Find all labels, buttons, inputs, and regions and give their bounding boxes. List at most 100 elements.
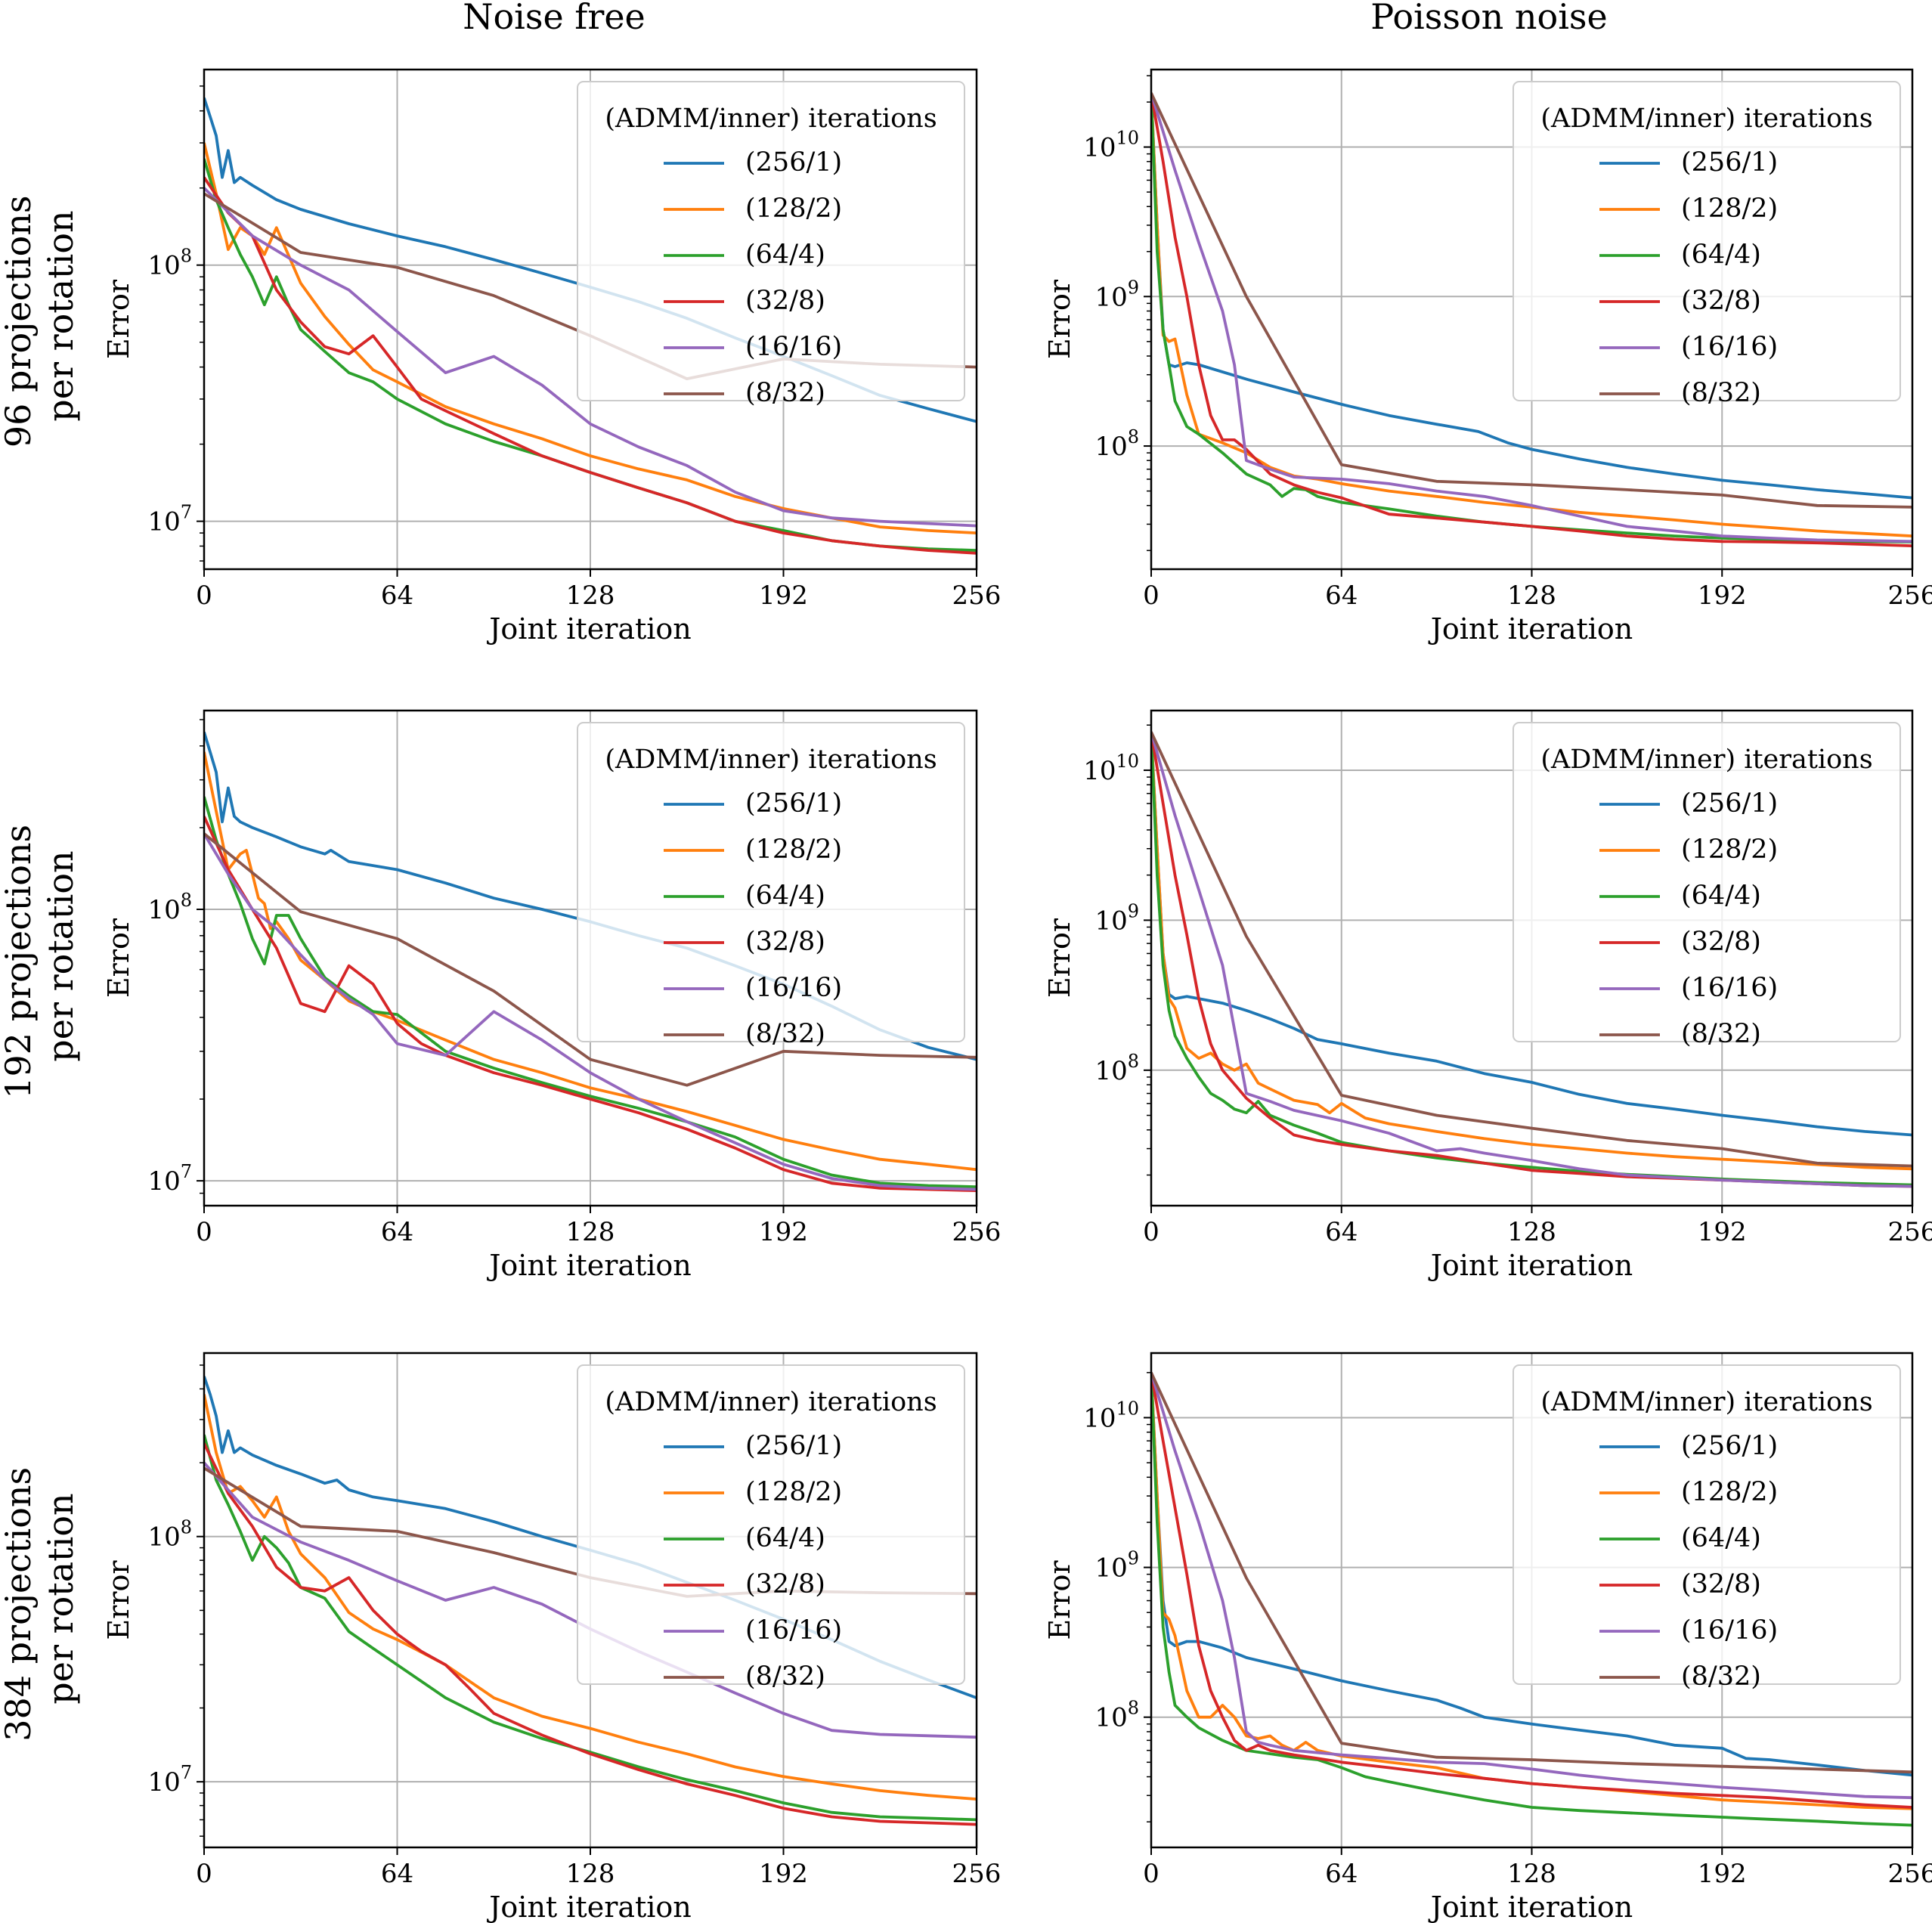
y-tick-label: 109 <box>1094 277 1139 312</box>
legend-entry-1: (256/1) <box>1681 788 1778 819</box>
x-axis-label: Joint iteration <box>486 1249 692 1282</box>
y-tick-exponent: 8 <box>1128 426 1139 447</box>
y-axis-label: Error <box>1043 1560 1076 1640</box>
series-group <box>204 731 977 1192</box>
y-tick-base: 10 <box>147 251 180 281</box>
y-tick-label: 109 <box>1094 900 1139 936</box>
x-tick-label: 128 <box>1507 1217 1556 1247</box>
legend: (ADMM/inner) iterations (256/1) (128/2) (64… <box>577 81 965 408</box>
legend-entry-5: (16/16) <box>1681 1615 1778 1646</box>
x-axis-label: Joint iteration <box>1428 1249 1633 1282</box>
y-tick-label: 108 <box>1094 1051 1139 1086</box>
y-tick-label: 108 <box>147 246 192 281</box>
series-line-2 <box>1151 1372 1912 1810</box>
x-tick-label: 64 <box>381 581 413 611</box>
row-label-192-line1: 192 projections <box>0 825 39 1099</box>
x-tick-label: 0 <box>196 1859 212 1889</box>
y-tick-exponent: 10 <box>1116 1398 1139 1419</box>
y-tick-base: 10 <box>1094 1056 1127 1086</box>
legend-entry-4: (32/8) <box>1681 286 1761 316</box>
legend-box <box>577 81 965 401</box>
y-tick-exponent: 7 <box>181 502 192 523</box>
series-line-2 <box>1151 92 1912 537</box>
legend-box <box>1512 81 1901 401</box>
x-axis-label: Joint iteration <box>486 612 692 646</box>
y-tick-base: 10 <box>1094 906 1127 936</box>
legend: (ADMM/inner) iterations (256/1) (128/2) (64… <box>577 722 965 1049</box>
legend-entry-3: (64/4) <box>1681 881 1761 911</box>
y-tick-exponent: 9 <box>1128 1548 1139 1569</box>
y-tick-base: 10 <box>1083 133 1116 163</box>
y-tick-exponent: 8 <box>1128 1698 1139 1719</box>
legend-entry-4: (32/8) <box>1681 927 1761 957</box>
legend-entry-4: (32/8) <box>745 286 825 316</box>
y-tick-base: 10 <box>147 1522 180 1553</box>
legend-entry-4: (32/8) <box>1681 1569 1761 1599</box>
legend-entry-6: (8/32) <box>1681 378 1761 408</box>
legend-entry-3: (64/4) <box>1681 1523 1761 1553</box>
legend-entry-1: (256/1) <box>1681 147 1778 178</box>
y-tick-exponent: 9 <box>1128 900 1139 921</box>
legend-title: (ADMM/inner) iterations <box>1540 104 1872 134</box>
series-group <box>1151 1372 1912 1827</box>
row-label-96-line1: 96 projections <box>0 195 39 447</box>
x-tick-label: 128 <box>1507 1859 1556 1889</box>
series-line-1 <box>1151 92 1912 500</box>
y-tick-label: 109 <box>1094 1548 1139 1584</box>
legend-entry-6: (8/32) <box>745 378 825 408</box>
y-tick-exponent: 10 <box>1116 751 1139 772</box>
row-label-384-line2: per rotation <box>40 1493 81 1704</box>
series-line-3 <box>204 158 977 552</box>
series-line-5 <box>1151 731 1912 1188</box>
x-tick-label: 192 <box>1698 581 1747 611</box>
series-line-2 <box>204 1394 977 1801</box>
x-tick-label: 256 <box>1888 1217 1932 1247</box>
legend-entry-1: (256/1) <box>745 788 842 819</box>
series-line-5 <box>1151 1372 1912 1800</box>
x-tick-label: 64 <box>1325 581 1358 611</box>
x-tick-label: 192 <box>1698 1217 1747 1247</box>
y-tick-exponent: 8 <box>181 1517 192 1538</box>
legend-entry-2: (128/2) <box>1681 194 1778 224</box>
y-tick-base: 10 <box>1083 1403 1116 1433</box>
legend-title: (ADMM/inner) iterations <box>605 745 937 775</box>
series-line-1 <box>1151 1372 1912 1777</box>
legend-entry-5: (16/16) <box>745 973 842 1003</box>
legend-entry-2: (128/2) <box>745 835 842 865</box>
row-label-384: 384 projections per rotation <box>0 1456 81 1742</box>
x-tick-label: 0 <box>1143 1859 1160 1889</box>
x-tick-label: 64 <box>381 1859 413 1889</box>
x-tick-label: 192 <box>759 1217 808 1247</box>
x-tick-label: 64 <box>1325 1217 1358 1247</box>
series-line-6 <box>1151 92 1912 509</box>
y-tick-base: 10 <box>147 1767 180 1798</box>
legend: (ADMM/inner) iterations (256/1) (128/2) (64… <box>1512 722 1901 1049</box>
y-tick-label: 108 <box>147 1517 192 1553</box>
y-tick-base: 10 <box>147 1166 180 1197</box>
x-tick-label: 256 <box>952 581 1002 611</box>
legend-entry-3: (64/4) <box>1681 240 1761 270</box>
y-axis-label: Error <box>102 279 135 359</box>
y-tick-label: 1010 <box>1083 128 1139 163</box>
series-line-4 <box>204 176 977 555</box>
series-line-3 <box>1151 92 1912 543</box>
legend-entry-5: (16/16) <box>745 332 842 362</box>
y-tick-label: 1010 <box>1083 751 1139 786</box>
y-tick-base: 10 <box>1083 756 1116 786</box>
legend-entry-2: (128/2) <box>1681 1477 1778 1507</box>
legend-box <box>1512 1364 1901 1685</box>
x-axis-label: Joint iteration <box>486 1890 692 1923</box>
legend-entry-6: (8/32) <box>745 1661 825 1692</box>
y-axis-label: Error <box>102 1560 135 1640</box>
legend-entry-3: (64/4) <box>745 240 825 270</box>
row-label-96-line2: per rotation <box>40 210 81 421</box>
series-line-6 <box>1151 731 1912 1168</box>
legend-box <box>577 1364 965 1685</box>
series-line-6 <box>1151 1372 1912 1774</box>
y-tick-label: 1010 <box>1083 1398 1139 1433</box>
legend-entry-2: (128/2) <box>1681 835 1778 865</box>
x-axis-label: Joint iteration <box>1428 1890 1633 1923</box>
legend-entry-4: (32/8) <box>745 927 825 957</box>
